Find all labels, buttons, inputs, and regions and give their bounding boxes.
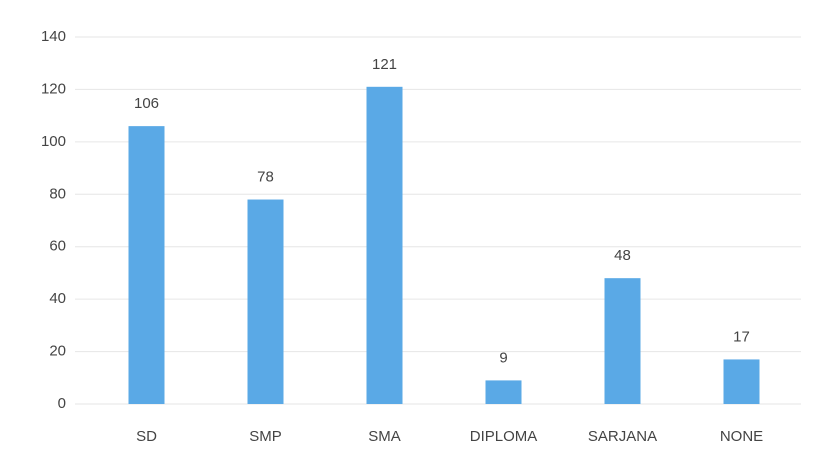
- y-tick-label: 40: [49, 290, 66, 307]
- data-label: 121: [372, 56, 397, 73]
- x-tick-label: SMP: [249, 428, 282, 445]
- x-tick-label: DIPLOMA: [470, 428, 538, 445]
- bar: [485, 380, 522, 404]
- y-tick-label: 100: [41, 133, 66, 150]
- x-tick-label: SD: [136, 428, 157, 445]
- data-label: 78: [257, 168, 274, 185]
- y-tick-label: 80: [49, 185, 66, 202]
- bar: [723, 359, 760, 404]
- y-tick-label: 120: [41, 80, 66, 97]
- y-tick-label: 140: [41, 28, 66, 45]
- y-tick-label: 60: [49, 238, 66, 255]
- bar: [604, 278, 641, 404]
- data-label: 17: [733, 328, 750, 345]
- data-label: 48: [614, 247, 631, 264]
- bar: [366, 86, 403, 405]
- x-tick-label: NONE: [720, 428, 763, 445]
- bar: [128, 126, 165, 404]
- data-label: 9: [499, 349, 507, 366]
- x-tick-label: SARJANA: [588, 428, 657, 445]
- y-tick-label: 0: [58, 395, 66, 412]
- y-tick-label: 20: [49, 343, 66, 360]
- bar: [247, 199, 284, 404]
- x-tick-label: SMA: [368, 428, 401, 445]
- data-label: 106: [134, 95, 159, 112]
